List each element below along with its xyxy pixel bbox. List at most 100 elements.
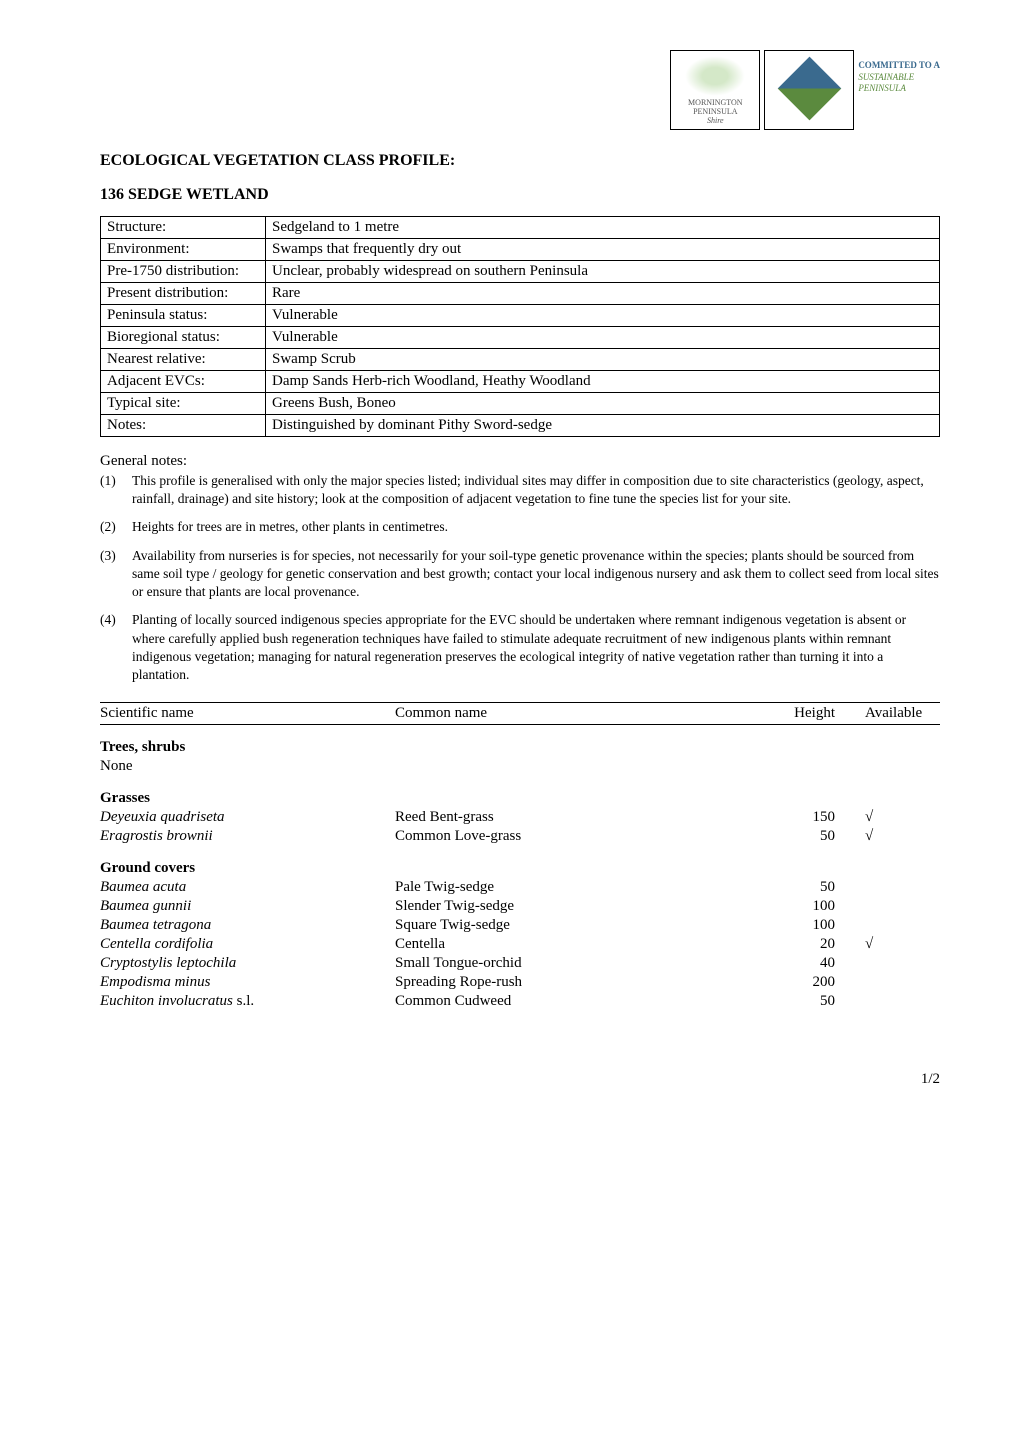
species-header-row: Scientific name Common name Height Avail… (100, 703, 940, 725)
profile-table: Structure:Sedgeland to 1 metreEnvironmen… (100, 216, 940, 437)
profile-value: Vulnerable (266, 305, 940, 327)
species-row: Deyeuxia quadrisetaReed Bent-grass150√ (100, 808, 940, 827)
page-title: ECOLOGICAL VEGETATION CLASS PROFILE: (100, 152, 940, 170)
species-height: 50 (735, 992, 865, 1011)
col-common-name: Common name (395, 703, 735, 725)
species-row: Eragrostis browniiCommon Love-grass50√ (100, 827, 940, 846)
profile-row: Structure:Sedgeland to 1 metre (101, 217, 940, 239)
species-row: Baumea tetragonaSquare Twig-sedge100 (100, 916, 940, 935)
species-available (865, 992, 940, 1011)
species-scientific-name: Centella cordifolia (100, 935, 395, 954)
species-common-name: Slender Twig-sedge (395, 897, 735, 916)
col-available: Available (865, 703, 940, 725)
species-scientific-name: Baumea acuta (100, 878, 395, 897)
profile-row: Typical site:Greens Bush, Boneo (101, 393, 940, 415)
logo-text-line: PENINSULA (858, 83, 940, 95)
notes-list: (1)This profile is generalised with only… (100, 472, 940, 684)
profile-row: Bioregional status:Vulnerable (101, 327, 940, 349)
species-section-name: Ground covers (100, 846, 940, 878)
species-common-name: Square Twig-sedge (395, 916, 735, 935)
species-available (865, 973, 940, 992)
profile-value: Vulnerable (266, 327, 940, 349)
species-height: 50 (735, 878, 865, 897)
species-none-text: None (100, 757, 940, 776)
profile-value: Swamps that frequently dry out (266, 239, 940, 261)
profile-label: Environment: (101, 239, 266, 261)
note-item: (1)This profile is generalised with only… (100, 472, 940, 508)
profile-label: Notes: (101, 415, 266, 437)
profile-value: Distinguished by dominant Pithy Sword-se… (266, 415, 940, 437)
note-item: (2)Heights for trees are in metres, othe… (100, 518, 940, 536)
species-height: 100 (735, 916, 865, 935)
profile-label: Pre-1750 distribution: (101, 261, 266, 283)
note-number: (2) (100, 518, 132, 536)
note-number: (1) (100, 472, 132, 508)
committed-logo (764, 50, 854, 130)
species-section-header: Trees, shrubs (100, 725, 940, 758)
species-available: √ (865, 827, 940, 846)
note-text: This profile is generalised with only th… (132, 472, 940, 508)
notes-heading: General notes: (100, 453, 940, 470)
species-height: 200 (735, 973, 865, 992)
mornington-logo-graphic (685, 56, 745, 96)
species-row: Euchiton involucratus s.l.Common Cudweed… (100, 992, 940, 1011)
species-available (865, 916, 940, 935)
species-height: 150 (735, 808, 865, 827)
species-available (865, 878, 940, 897)
profile-row: Adjacent EVCs:Damp Sands Herb-rich Woodl… (101, 371, 940, 393)
species-height: 40 (735, 954, 865, 973)
species-scientific-name: Baumea gunnii (100, 897, 395, 916)
species-available (865, 897, 940, 916)
profile-value: Unclear, probably widespread on southern… (266, 261, 940, 283)
species-height: 100 (735, 897, 865, 916)
logo-line: MORNINGTON (688, 98, 743, 107)
profile-row: Nearest relative:Swamp Scrub (101, 349, 940, 371)
logo-line: PENINSULA (693, 107, 737, 116)
species-common-name: Spreading Rope-rush (395, 973, 735, 992)
species-common-name: Reed Bent-grass (395, 808, 735, 827)
species-common-name: Common Love-grass (395, 827, 735, 846)
profile-label: Peninsula status: (101, 305, 266, 327)
species-scientific-name: Eragrostis brownii (100, 827, 395, 846)
species-common-name: Common Cudweed (395, 992, 735, 1011)
col-scientific-name: Scientific name (100, 703, 395, 725)
profile-value: Sedgeland to 1 metre (266, 217, 940, 239)
species-common-name: Pale Twig-sedge (395, 878, 735, 897)
species-available: √ (865, 808, 940, 827)
logo-text-line: SUSTAINABLE (858, 72, 940, 84)
profile-label: Nearest relative: (101, 349, 266, 371)
logo-text-line: COMMITTED TO A (858, 60, 940, 72)
profile-value: Damp Sands Herb-rich Woodland, Heathy Wo… (266, 371, 940, 393)
species-row: Empodisma minusSpreading Rope-rush200 (100, 973, 940, 992)
species-common-name: Small Tongue-orchid (395, 954, 735, 973)
species-row: Cryptostylis leptochilaSmall Tongue-orch… (100, 954, 940, 973)
profile-value: Rare (266, 283, 940, 305)
profile-label: Bioregional status: (101, 327, 266, 349)
note-number: (4) (100, 611, 132, 684)
species-available: √ (865, 935, 940, 954)
species-section-name: Trees, shrubs (100, 725, 940, 758)
species-section-header: Ground covers (100, 846, 940, 878)
species-common-name: Centella (395, 935, 735, 954)
col-height: Height (735, 703, 865, 725)
profile-row: Peninsula status:Vulnerable (101, 305, 940, 327)
species-row: Baumea gunniiSlender Twig-sedge100 (100, 897, 940, 916)
page-subtitle: 136 SEDGE WETLAND (100, 186, 940, 204)
page-number: 1/2 (100, 1071, 940, 1088)
species-scientific-name: Deyeuxia quadriseta (100, 808, 395, 827)
note-text: Planting of locally sourced indigenous s… (132, 611, 940, 684)
species-section-name: Grasses (100, 776, 940, 808)
committed-logo-graphic (777, 56, 841, 120)
species-scientific-name: Baumea tetragona (100, 916, 395, 935)
committed-logo-text: COMMITTED TO A SUSTAINABLE PENINSULA (858, 50, 940, 95)
profile-row: Notes:Distinguished by dominant Pithy Sw… (101, 415, 940, 437)
header-logos: MORNINGTON PENINSULA Shire COMMITTED TO … (100, 50, 940, 130)
profile-value: Greens Bush, Boneo (266, 393, 940, 415)
profile-row: Pre-1750 distribution:Unclear, probably … (101, 261, 940, 283)
species-scientific-name: Empodisma minus (100, 973, 395, 992)
profile-row: Present distribution:Rare (101, 283, 940, 305)
species-table: Scientific name Common name Height Avail… (100, 702, 940, 1011)
note-item: (4)Planting of locally sourced indigenou… (100, 611, 940, 684)
note-number: (3) (100, 547, 132, 602)
species-section-header: Grasses (100, 776, 940, 808)
